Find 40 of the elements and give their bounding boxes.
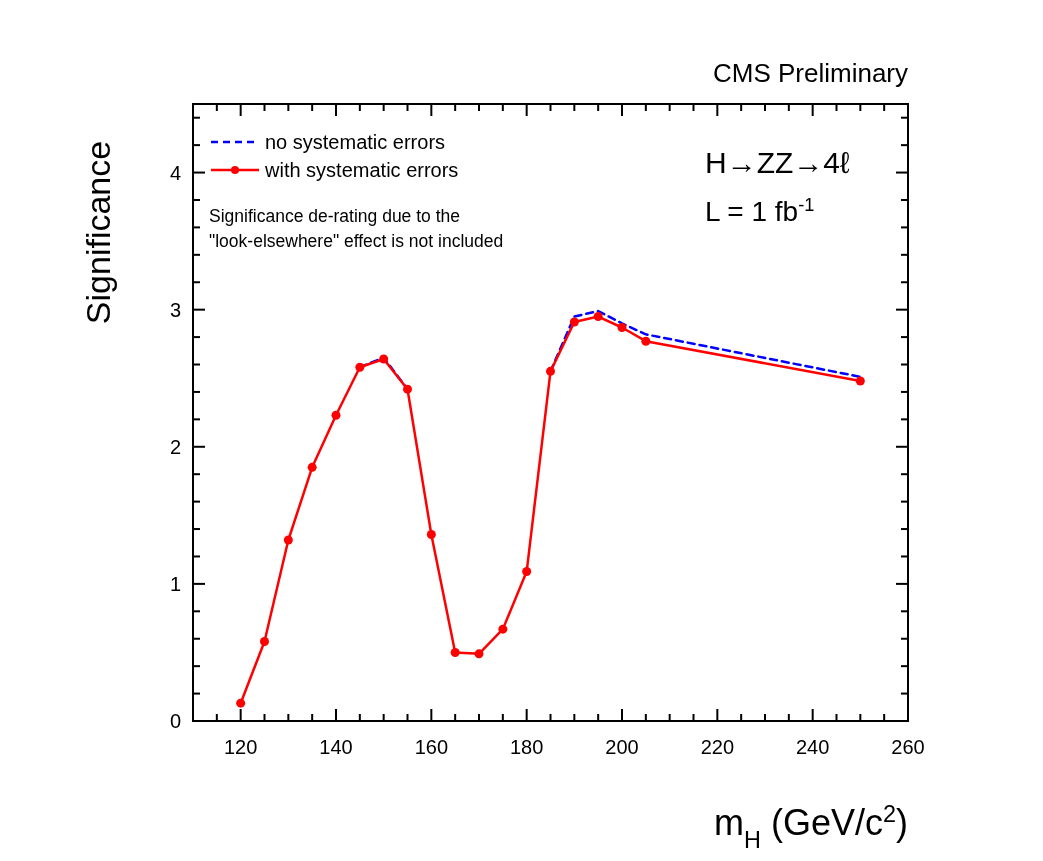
- point: [403, 384, 412, 394]
- y-tick-label: 4: [169, 161, 181, 184]
- point: [569, 317, 579, 327]
- chart-title: CMS Preliminary: [712, 58, 908, 88]
- legend-label: with systematic errors: [264, 159, 459, 181]
- y-tick-label: 0: [169, 710, 181, 732]
- point: [236, 698, 246, 708]
- point: [593, 312, 603, 322]
- point: [307, 462, 317, 472]
- point: [450, 647, 460, 657]
- x-tick-label: 180: [509, 736, 544, 758]
- legend-label: no systematic errors: [265, 131, 446, 153]
- point: [283, 535, 293, 545]
- x-tick-label: 160: [414, 736, 449, 758]
- point: [617, 322, 627, 332]
- annotation: L = 1 fb$^{-1}$: [705, 195, 815, 227]
- point: [522, 567, 532, 577]
- point: [855, 376, 865, 386]
- point: [331, 410, 341, 420]
- point: [260, 636, 269, 646]
- point: [355, 362, 365, 372]
- point: [379, 354, 389, 364]
- x-tick-label: 220: [700, 736, 735, 758]
- annotation: Significance de-rating due to the "look-elsewhere" effect is not included: [209, 206, 504, 251]
- point: [474, 649, 484, 659]
- x-tick-label: 260: [891, 736, 925, 758]
- x-tick-label: 240: [795, 736, 830, 758]
- annotation: H→ZZ→4ℓ: [705, 146, 850, 179]
- point: [546, 366, 555, 376]
- x-tick-label: 140: [319, 736, 353, 758]
- point: [641, 336, 651, 346]
- x-axis-title: m$_{H}$ (GeV/c$^{2}$): [714, 801, 908, 853]
- y-tick-label: 2: [169, 435, 181, 458]
- y-axis-title: Significance: [79, 140, 117, 325]
- x-tick-label: 120: [223, 736, 258, 758]
- point: [426, 530, 436, 540]
- y-tick-label: 3: [169, 298, 181, 321]
- y-tick-label: 1: [169, 572, 181, 595]
- point: [498, 624, 508, 634]
- x-tick-label: 200: [605, 736, 639, 758]
